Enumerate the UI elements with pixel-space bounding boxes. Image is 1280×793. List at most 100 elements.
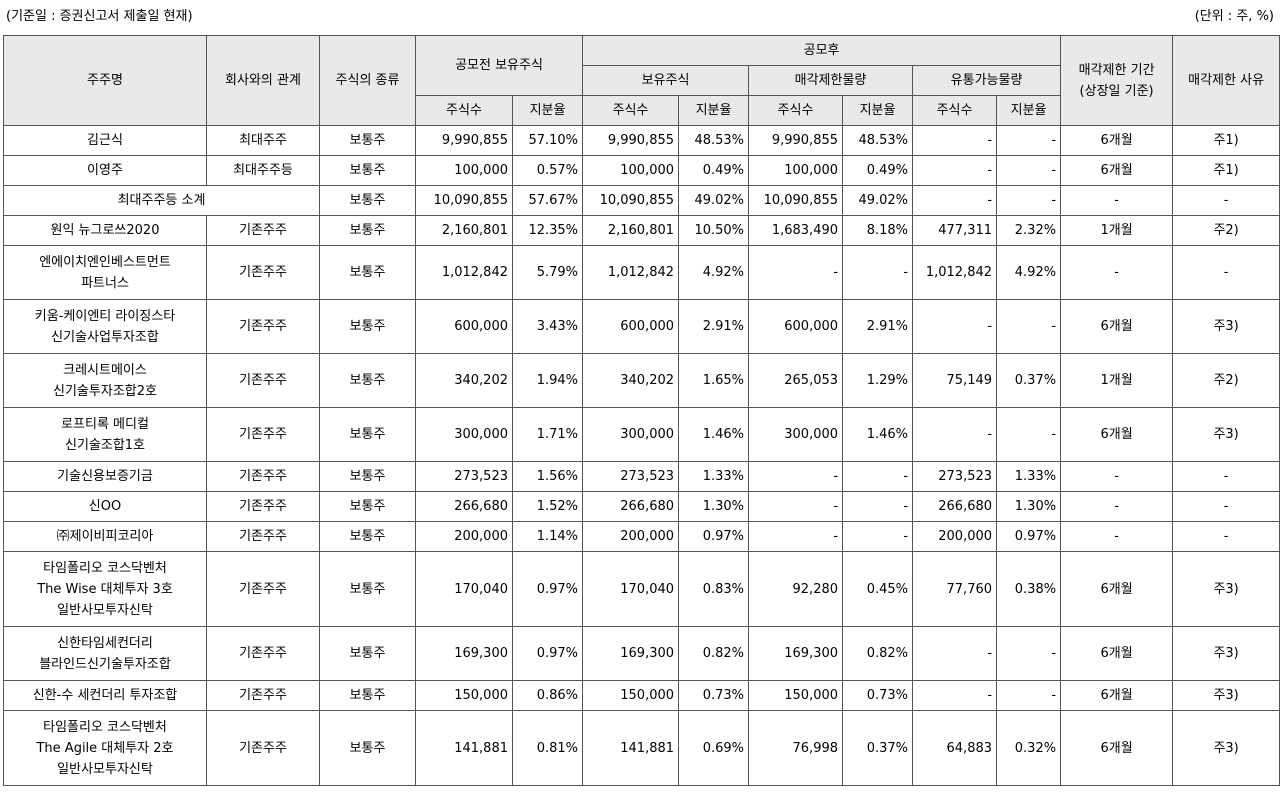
pre-ratio: 57.67% xyxy=(511,185,584,216)
share-type: 보통주 xyxy=(319,125,416,156)
restricted-shares: 150,000 xyxy=(748,680,844,711)
pre-shares: 200,000 xyxy=(415,521,513,552)
tradable-ratio: 0.97% xyxy=(996,521,1062,552)
tradable-shares: 77,760 xyxy=(912,551,998,627)
tradable-shares: 273,523 xyxy=(912,461,998,492)
table-row: 원익 뉴그로쓰2020 기존주주 보통주 2,160,801 12.35% 2,… xyxy=(3,215,1280,246)
pre-ratio: 57.10% xyxy=(511,125,584,156)
tradable-ratio: - xyxy=(996,407,1062,462)
lockup-reason: - xyxy=(1172,245,1280,300)
lockup-period: - xyxy=(1060,185,1174,216)
lockup-reason: - xyxy=(1172,461,1280,492)
restricted-ratio: 49.02% xyxy=(842,185,914,216)
pre-ratio: 1.94% xyxy=(511,353,584,408)
share-type: 보통주 xyxy=(319,299,416,354)
relation: 기존주주 xyxy=(206,215,320,246)
pre-shares: 340,202 xyxy=(415,353,513,408)
tradable-shares: - xyxy=(912,299,998,354)
lockup-reason: 주3) xyxy=(1172,551,1280,627)
lockup-period: 1개월 xyxy=(1060,353,1174,408)
pre-shares: 273,523 xyxy=(415,461,513,492)
lockup-reason: - xyxy=(1172,185,1280,216)
shareholder-lockup-table: 주주명 회사와의 관계 주식의 종류 공모전 보유주식 공모후 매각제한 기간 … xyxy=(3,35,1280,786)
relation: 기존주주 xyxy=(206,680,320,711)
table-row: 기술신용보증기금 기존주주 보통주 273,523 1.56% 273,523 … xyxy=(3,461,1280,492)
header-relation: 회사와의 관계 xyxy=(206,35,320,126)
post-shares: 2,160,801 xyxy=(582,215,680,246)
holder-name: 타임폴리오 코스닥벤처 The Agile 대체투자 2호 일반사모투자신탁 xyxy=(3,710,207,786)
post-shares: 10,090,855 xyxy=(582,185,680,216)
tradable-ratio: - xyxy=(996,185,1062,216)
relation: 기존주주 xyxy=(206,491,320,522)
share-type: 보통주 xyxy=(319,353,416,408)
lockup-period: 6개월 xyxy=(1060,710,1174,786)
pre-shares: 1,012,842 xyxy=(415,245,513,300)
lockup-reason: 주2) xyxy=(1172,215,1280,246)
subheader-ratio: 지분율 xyxy=(678,95,750,126)
restricted-ratio: 1.46% xyxy=(842,407,914,462)
pre-shares: 141,881 xyxy=(415,710,513,786)
pre-ratio: 0.97% xyxy=(511,626,584,681)
lockup-period: 6개월 xyxy=(1060,680,1174,711)
restricted-shares: 100,000 xyxy=(748,155,844,186)
lockup-period: 6개월 xyxy=(1060,155,1174,186)
holder-name: 김근식 xyxy=(3,125,207,156)
restricted-shares: - xyxy=(748,245,844,300)
base-date-note: (기준일 : 증권신고서 제출일 현재) xyxy=(6,9,193,24)
table-row: ㈜제이비피코리아 기존주주 보통주 200,000 1.14% 200,000 … xyxy=(3,521,1280,552)
subtotal-row: 최대주주등 소계 보통주 10,090,855 57.67% 10,090,85… xyxy=(3,185,1280,216)
post-ratio: 10.50% xyxy=(678,215,750,246)
pre-ratio: 12.35% xyxy=(511,215,584,246)
tradable-ratio: 1.30% xyxy=(996,491,1062,522)
pre-ratio: 1.14% xyxy=(511,521,584,552)
restricted-shares: 169,300 xyxy=(748,626,844,681)
pre-shares: 600,000 xyxy=(415,299,513,354)
subheader-ratio: 지분율 xyxy=(842,95,914,126)
tradable-shares: - xyxy=(912,407,998,462)
post-shares: 600,000 xyxy=(582,299,680,354)
share-type: 보통주 xyxy=(319,461,416,492)
post-shares: 266,680 xyxy=(582,491,680,522)
table-row: 이영주 최대주주등 보통주 100,000 0.57% 100,000 0.49… xyxy=(3,155,1280,186)
table-row: 엔에이치엔인베스트먼트 파트너스 기존주주 보통주 1,012,842 5.79… xyxy=(3,245,1280,300)
header-held-shares: 보유주식 xyxy=(582,65,750,96)
relation: 기존주주 xyxy=(206,299,320,354)
lockup-reason: 주1) xyxy=(1172,125,1280,156)
lockup-period: 6개월 xyxy=(1060,299,1174,354)
header-before-offering: 공모전 보유주식 xyxy=(414,35,584,96)
share-type: 보통주 xyxy=(319,407,416,462)
share-type: 보통주 xyxy=(319,185,416,216)
tradable-ratio: - xyxy=(996,155,1062,186)
tradable-shares: - xyxy=(912,680,998,711)
table-row: 타임폴리오 코스닥벤처 The Agile 대체투자 2호 일반사모투자신탁 기… xyxy=(3,710,1280,786)
restricted-shares: - xyxy=(748,491,844,522)
tradable-shares: 477,311 xyxy=(912,215,998,246)
post-ratio: 0.49% xyxy=(678,155,750,186)
post-ratio: 0.69% xyxy=(678,710,750,786)
restricted-shares: 600,000 xyxy=(748,299,844,354)
lockup-period: 6개월 xyxy=(1060,626,1174,681)
share-type: 보통주 xyxy=(319,551,416,627)
tradable-shares: - xyxy=(912,125,998,156)
tradable-shares: 266,680 xyxy=(912,491,998,522)
relation: 기존주주 xyxy=(206,710,320,786)
holder-name: 신한-수 세컨더리 투자조합 xyxy=(3,680,207,711)
post-ratio: 0.97% xyxy=(678,521,750,552)
post-ratio: 2.91% xyxy=(678,299,750,354)
subheader-ratio: 지분율 xyxy=(511,95,584,126)
share-type: 보통주 xyxy=(319,710,416,786)
restricted-shares: - xyxy=(748,461,844,492)
post-ratio: 1.46% xyxy=(678,407,750,462)
restricted-ratio: 8.18% xyxy=(842,215,914,246)
tradable-shares: - xyxy=(912,185,998,216)
post-shares: 150,000 xyxy=(582,680,680,711)
holder-name: 엔에이치엔인베스트먼트 파트너스 xyxy=(3,245,207,300)
relation: 기존주주 xyxy=(206,551,320,627)
holder-name: 이영주 xyxy=(3,155,207,186)
tradable-ratio: - xyxy=(996,125,1062,156)
table-row: 김근식 최대주주 보통주 9,990,855 57.10% 9,990,855 … xyxy=(3,125,1280,156)
table-row: 신OO 기존주주 보통주 266,680 1.52% 266,680 1.30%… xyxy=(3,491,1280,522)
tradable-ratio: - xyxy=(996,680,1062,711)
pre-ratio: 0.57% xyxy=(511,155,584,186)
holder-name: 로프티록 메디컬 신기술조합1호 xyxy=(3,407,207,462)
